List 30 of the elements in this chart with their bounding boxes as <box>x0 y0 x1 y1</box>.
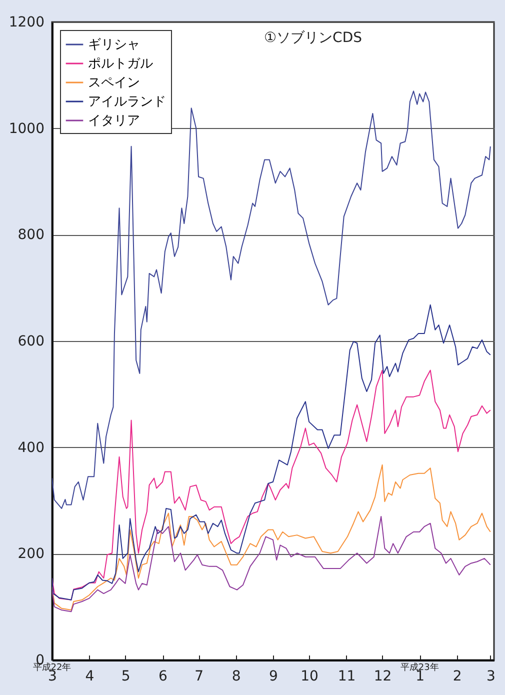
x-tick-label: 9 <box>269 668 278 684</box>
x-tick-label: 3 <box>48 668 57 684</box>
y-tick-label: 1200 <box>8 14 44 30</box>
legend-label: イタリア <box>88 114 140 128</box>
line-series <box>52 464 491 611</box>
y-tick-label: 600 <box>18 334 44 350</box>
text: ①ソブリンCDS <box>264 30 362 46</box>
line-series <box>52 304 491 600</box>
x-tick-label: 6 <box>158 668 168 684</box>
legend-label: ポルトガル <box>88 56 153 72</box>
x-tick-label: 11 <box>338 668 356 684</box>
x-tick-label: 4 <box>85 668 94 684</box>
x-tick-label: 10 <box>300 668 318 684</box>
x-tick-label: 7 <box>194 668 204 684</box>
y-tick-label: 1000 <box>8 120 44 137</box>
y-tick-label: 800 <box>18 227 44 244</box>
line-series <box>52 90 491 509</box>
x-tick-label: 2 <box>452 668 462 684</box>
x-tick-label: 8 <box>232 668 241 684</box>
legend-label: アイルランド <box>88 94 166 110</box>
y-tick-label: 400 <box>18 440 44 456</box>
x-tick-label: 5 <box>121 668 130 684</box>
x-tick-label: 3 <box>486 668 496 684</box>
legend-label: ギリシャ <box>88 38 140 52</box>
x-tick-label: 12 <box>374 668 392 684</box>
legend-label: スペイン <box>88 76 140 90</box>
line-series <box>52 516 491 612</box>
x-tick-label: 1 <box>416 668 424 684</box>
y-tick-label: 200 <box>18 546 44 562</box>
line-series <box>52 370 491 600</box>
